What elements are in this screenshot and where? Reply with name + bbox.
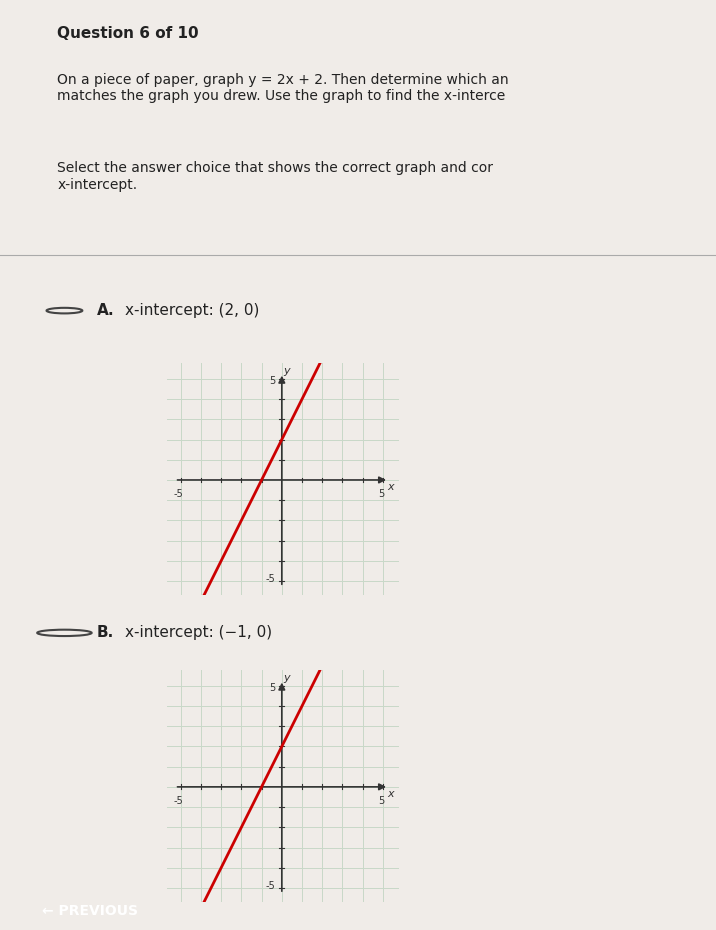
Text: ← PREVIOUS: ← PREVIOUS xyxy=(42,904,137,919)
Text: -5: -5 xyxy=(266,574,276,584)
Text: 5: 5 xyxy=(269,376,276,386)
Text: x: x xyxy=(387,482,395,492)
Text: 5: 5 xyxy=(378,796,384,806)
Text: -5: -5 xyxy=(174,489,183,499)
Text: 5: 5 xyxy=(269,683,276,693)
Text: Select the answer choice that shows the correct graph and cor
x-intercept.: Select the answer choice that shows the … xyxy=(57,162,493,192)
Text: A.: A. xyxy=(97,303,115,318)
Text: Question 6 of 10: Question 6 of 10 xyxy=(57,26,199,41)
Text: y: y xyxy=(284,672,290,683)
Text: y: y xyxy=(284,365,290,376)
Text: On a piece of paper, graph y = 2x + 2. Then determine which an
matches the graph: On a piece of paper, graph y = 2x + 2. T… xyxy=(57,73,509,103)
Text: x-intercept: (2, 0): x-intercept: (2, 0) xyxy=(125,303,260,318)
Text: x: x xyxy=(387,789,395,799)
Text: 5: 5 xyxy=(378,489,384,499)
Text: B.: B. xyxy=(97,625,114,641)
Text: x-intercept: (−1, 0): x-intercept: (−1, 0) xyxy=(125,625,272,641)
Text: -5: -5 xyxy=(174,796,183,806)
Text: -5: -5 xyxy=(266,881,276,891)
